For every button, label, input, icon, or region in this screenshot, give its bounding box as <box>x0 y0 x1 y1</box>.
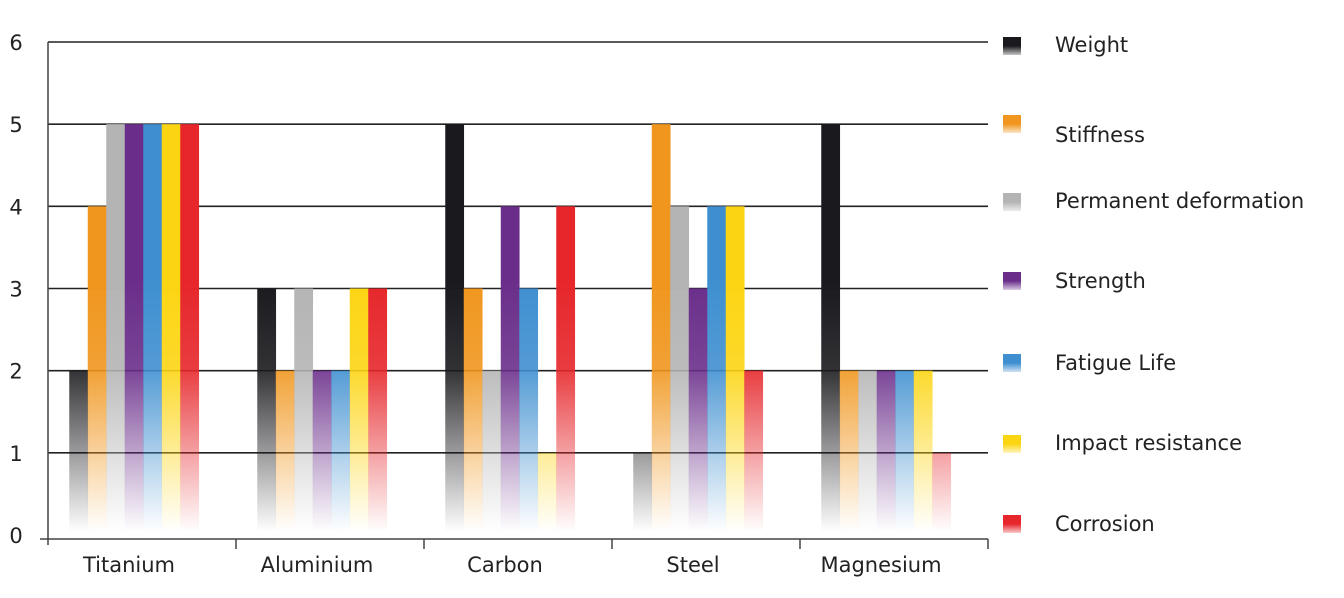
y-tick-label: 1 <box>9 442 22 466</box>
legend-label: Fatigue Life <box>1055 351 1176 375</box>
bar-weight <box>69 370 89 531</box>
x-tick-label: Carbon <box>467 553 543 577</box>
bar-weight <box>821 124 841 532</box>
bar-strength <box>124 124 144 532</box>
legend-swatch <box>1003 37 1021 55</box>
bar-strength <box>876 370 896 531</box>
legend-swatch <box>1003 193 1021 211</box>
bar-permanent-deformation <box>670 206 690 532</box>
bar-weight <box>257 288 277 531</box>
bar-corrosion <box>368 288 388 531</box>
bar-strength <box>312 370 332 531</box>
bar-stiffness <box>651 124 671 532</box>
legend-swatch <box>1003 435 1021 453</box>
bar-fatigue-life <box>331 370 351 531</box>
legend-swatch <box>1003 515 1021 533</box>
bar-fatigue-life <box>143 124 163 532</box>
bar-permanent-deformation <box>482 370 502 531</box>
bar-impact-resistance <box>349 288 369 531</box>
bar-corrosion <box>932 452 952 531</box>
x-tick-label: Titanium <box>82 553 175 577</box>
bars <box>69 124 952 532</box>
y-tick-label: 6 <box>9 31 22 55</box>
legend: Weight Stiffness Permanent deformation Stre… <box>1003 33 1304 536</box>
axes: 0 1 2 3 4 5 6 Titanium Aluminium Carbon Steel Magne… <box>9 31 989 577</box>
bar-corrosion <box>180 124 200 532</box>
bar-impact-resistance <box>161 124 181 532</box>
bar-impact-resistance <box>725 206 745 532</box>
bar-impact-resistance <box>913 370 933 531</box>
bar-strength <box>688 288 708 531</box>
legend-label: Weight <box>1055 33 1128 57</box>
y-tick-label: 2 <box>9 360 22 384</box>
bar-weight <box>633 452 653 531</box>
bar-corrosion <box>744 370 764 531</box>
x-tick-label: Steel <box>666 553 719 577</box>
bar-stiffness <box>87 206 107 532</box>
bar-permanent-deformation <box>294 288 314 531</box>
bar-strength <box>500 206 520 532</box>
legend-swatch <box>1003 354 1021 372</box>
x-tick-label: Magnesium <box>820 553 941 577</box>
legend-label: Permanent deformation <box>1055 189 1304 213</box>
bar-stiffness <box>463 288 483 531</box>
bar-fatigue-life <box>707 206 727 532</box>
y-tick-label: 3 <box>9 278 22 302</box>
y-tick-label: 5 <box>9 113 22 137</box>
x-tick-label: Aluminium <box>261 553 374 577</box>
bar-permanent-deformation <box>106 124 126 532</box>
legend-label: Corrosion <box>1055 512 1155 536</box>
legend-label: Impact resistance <box>1055 431 1242 455</box>
y-tick-label: 4 <box>9 195 22 219</box>
legend-label: Strength <box>1055 269 1146 293</box>
legend-label: Stiffness <box>1055 123 1145 147</box>
bar-permanent-deformation <box>858 370 878 531</box>
bar-fatigue-life <box>519 288 539 531</box>
bar-stiffness <box>275 370 295 531</box>
legend-swatch <box>1003 115 1021 133</box>
y-tick-label: 0 <box>9 524 22 548</box>
bar-corrosion <box>556 206 576 532</box>
bar-stiffness <box>839 370 859 531</box>
bar-fatigue-life <box>895 370 915 531</box>
bar-impact-resistance <box>537 452 557 531</box>
legend-swatch <box>1003 272 1021 290</box>
bar-weight <box>445 124 465 532</box>
